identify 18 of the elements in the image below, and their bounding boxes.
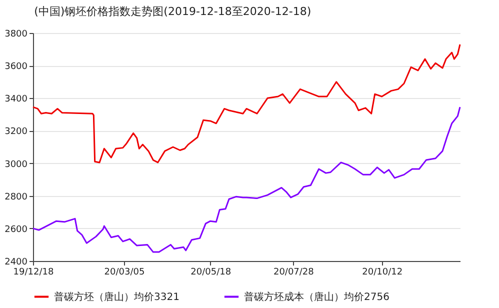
- x-tick-label: 20/10/12: [362, 268, 403, 278]
- x-tick-label: 20/03/05: [104, 268, 145, 278]
- chart-title: (中国)钢坯价格指数走势图(2019-12-18至2020-12-18): [34, 5, 312, 18]
- y-tick-label: 2400: [4, 258, 28, 268]
- y-tick-label: 3600: [4, 62, 28, 72]
- y-tick-label: 3400: [4, 94, 28, 105]
- line-series: [32, 44, 461, 164]
- x-tick-label: 20/07/28: [273, 268, 314, 278]
- y-tick-label: 3800: [4, 30, 28, 40]
- y-tick-label: 3000: [4, 160, 28, 170]
- line-series: [32, 106, 461, 253]
- y-tick-label: 3200: [4, 127, 28, 138]
- legend-label: 普碳方坯成本（唐山）均价2756: [244, 290, 390, 303]
- y-tick-label: 2800: [4, 192, 28, 202]
- legend-label: 普碳方坯（唐山）均价3321: [54, 290, 180, 303]
- y-tick-label: 2600: [4, 224, 28, 235]
- x-tick-label: 20/05/18: [190, 268, 232, 278]
- x-tick-label: 19/12/18: [13, 268, 54, 278]
